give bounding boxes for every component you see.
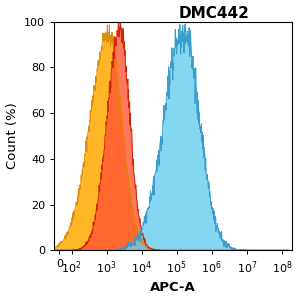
X-axis label: APC-A: APC-A (150, 281, 196, 294)
Text: DMC442: DMC442 (179, 6, 249, 21)
Y-axis label: Count (%): Count (%) (6, 103, 18, 170)
